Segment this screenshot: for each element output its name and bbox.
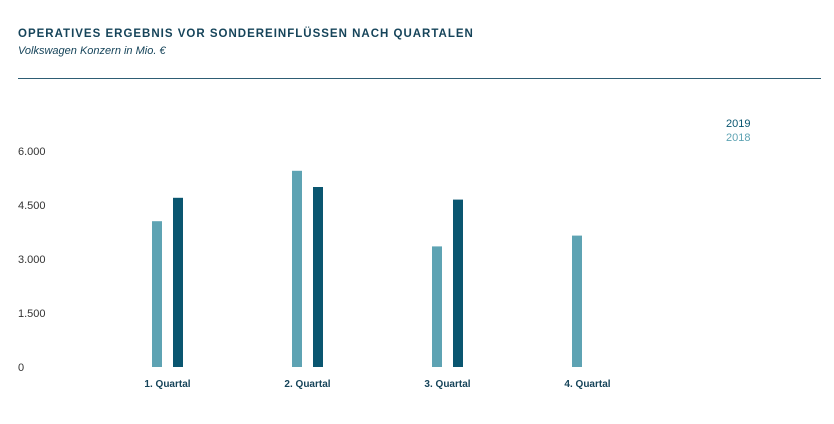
legend-entry-2018: 2018 [726,132,751,144]
bar-2018-q2 [292,170,302,367]
y-tick-label: 6.000 [18,146,46,158]
legend: 2019 2018 [726,117,750,145]
bar-2018-q1 [152,221,162,367]
x-category-label: 4. Quartal [564,379,610,390]
y-tick-label: 1.500 [18,308,46,320]
y-tick-label: 4.500 [18,200,46,212]
bar-2019-q3 [453,199,463,367]
bar-2019-q1 [173,197,183,367]
y-tick-label: 3.000 [18,254,46,266]
chart-title: OPERATIVES ERGEBNIS VOR SONDEREINFLÜSSEN… [18,28,474,40]
x-category-label: 3. Quartal [424,379,470,390]
x-category-label: 1. Quartal [144,379,190,390]
legend-entry-2019: 2019 [726,118,751,130]
y-tick-label: 0 [18,362,24,374]
bar-2018-q3 [432,246,442,367]
bar-2019-q2 [313,187,323,367]
x-category-label: 2. Quartal [284,379,330,390]
title-divider [18,78,821,79]
chart-subtitle: Volkswagen Konzern in Mio. € [18,45,166,57]
bar-2018-q4 [572,235,582,367]
